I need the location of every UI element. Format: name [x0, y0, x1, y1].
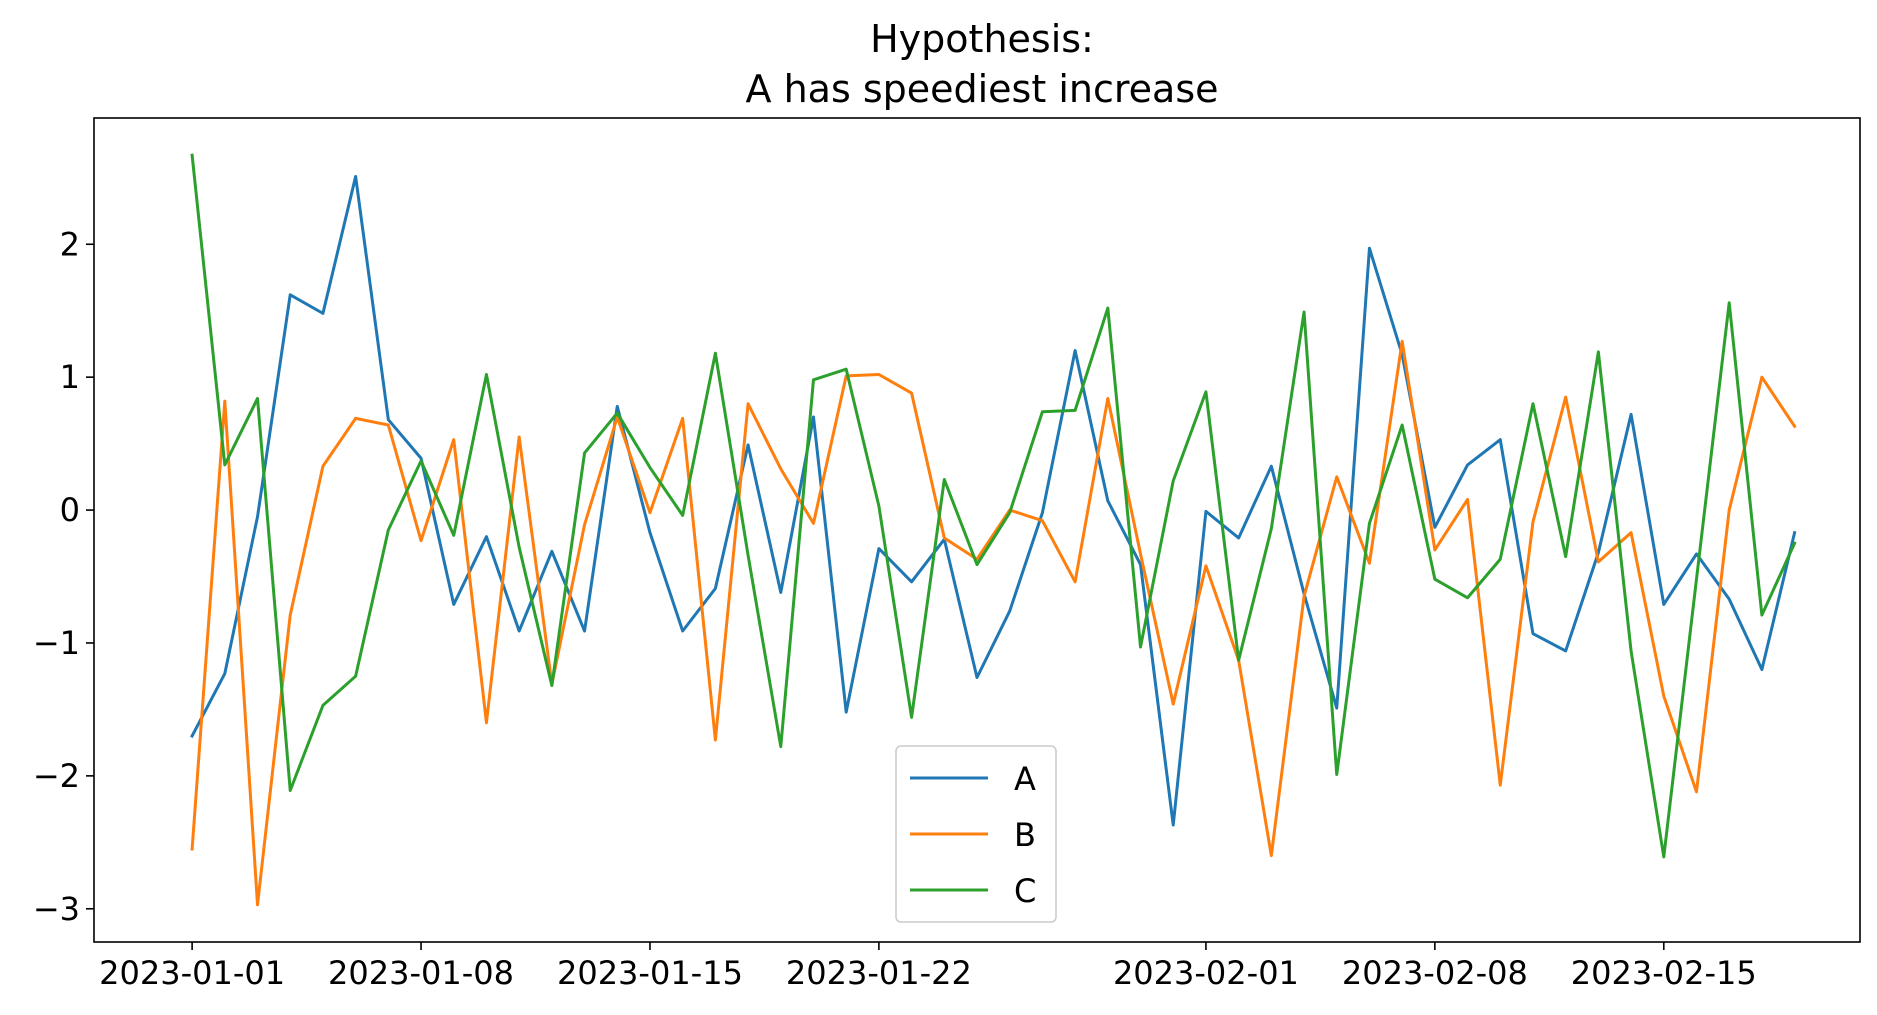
legend-label-c: C	[1014, 872, 1036, 910]
y-tick-label: −1	[33, 624, 80, 662]
plot-area	[190, 153, 1797, 907]
legend-label-b: B	[1014, 816, 1036, 854]
chart-title-line-1: Hypothesis:	[870, 17, 1094, 61]
y-tick-label: 0	[60, 491, 80, 529]
chart-title-line-2: A has speediest increase	[746, 67, 1219, 111]
x-tick-label: 2023-01-22	[786, 954, 972, 992]
series-c-line	[190, 153, 1797, 859]
axes: 2 1 0 −1 −2 −3 2023-01-01 2023-01-08 2023-01-15 2…	[33, 117, 1861, 992]
series-a-line	[190, 174, 1797, 827]
axes-frame	[93, 117, 1861, 943]
y-tick-label: 1	[60, 358, 80, 396]
x-tick-label: 2023-01-15	[557, 954, 743, 992]
x-tick-label: 2023-01-08	[328, 954, 514, 992]
legend-label-a: A	[1014, 760, 1036, 798]
y-tick-label: −2	[33, 757, 80, 795]
x-tick-label: 2023-02-01	[1113, 954, 1299, 992]
x-tick-label: 2023-01-01	[99, 954, 285, 992]
x-tick-label: 2023-02-08	[1342, 954, 1528, 992]
y-tick-label: −3	[33, 890, 80, 928]
y-tick-label: 2	[60, 225, 80, 263]
legend: ABC	[895, 745, 1057, 923]
x-tick-label: 2023-02-15	[1571, 954, 1757, 992]
series-b-line	[190, 339, 1797, 907]
